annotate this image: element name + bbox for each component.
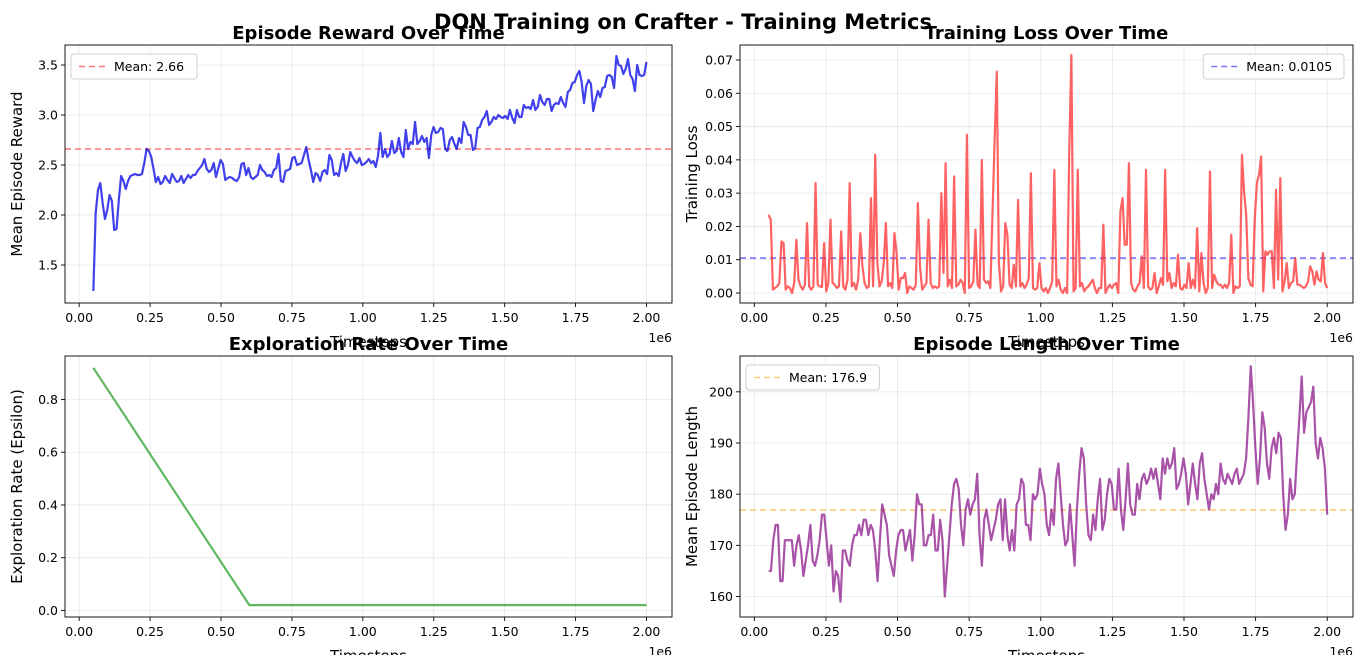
x-tick-label: 0.00: [740, 310, 768, 325]
y-tick-label: 3.5: [38, 58, 58, 73]
legend-box: [70, 53, 198, 80]
legend-label: Mean: 176.9: [789, 370, 867, 385]
y-tick-label: 0.2: [38, 550, 58, 565]
y-axis-label: Training Loss: [683, 125, 701, 223]
legend-box: [1202, 53, 1345, 80]
y-tick-label: 0.00: [705, 286, 733, 301]
x-tick-label: 1.50: [1170, 310, 1198, 325]
x-tick-label: 0.50: [207, 310, 235, 325]
x-tick-label: 0.75: [278, 624, 306, 639]
axes-frame: [739, 44, 1354, 304]
chart-title: Episode Reward Over Time: [232, 23, 504, 44]
axes-frame: [64, 44, 673, 304]
x-tick-label: 1.75: [1242, 624, 1270, 639]
x-axis-label: Timesteps: [329, 647, 407, 655]
series-line: [92, 367, 647, 607]
y-tick-label: 1.5: [38, 258, 58, 273]
y-tick-label: 0.8: [38, 392, 58, 407]
series-line: [768, 365, 1329, 603]
x-tick-label: 1.50: [1170, 624, 1198, 639]
series-line: [92, 54, 648, 292]
x-tick-label: 0.25: [812, 310, 840, 325]
x-tick-label: 1.00: [349, 624, 377, 639]
x-tick-label: 0.50: [207, 624, 235, 639]
x-tick-label: 2.00: [633, 624, 661, 639]
y-tick-label: 0.03: [705, 186, 733, 201]
x-tick-label: 0.00: [65, 624, 93, 639]
y-tick-label: 180: [709, 487, 733, 502]
x-axis-label: Timesteps: [1007, 333, 1085, 351]
chart-title: Episode Length Over Time: [913, 334, 1180, 355]
loss-chart-panel: 0.00 0.25 0.50 0.75 1.00 1.25 1.50 1.75 2.00 0.00…: [683, 23, 1354, 351]
legend-label: Mean: 2.66: [114, 59, 184, 74]
y-tick-label: 0.4: [38, 497, 58, 512]
axes-frame: [64, 355, 673, 618]
y-axis-label: Mean Episode Reward: [8, 91, 26, 256]
x-axis-multiplier: 1e6: [648, 644, 672, 655]
y-tick-label: 0.0: [38, 603, 58, 618]
y-tick-label: 160: [709, 589, 733, 604]
x-tick-label: 0.25: [136, 310, 164, 325]
x-tick-label: 1.00: [1027, 624, 1055, 639]
x-axis-label: Timesteps: [329, 333, 407, 351]
y-axis-label: Mean Episode Length: [683, 406, 701, 567]
x-tick-label: 2.00: [1313, 624, 1341, 639]
y-tick-label: 0.6: [38, 445, 58, 460]
x-tick-label: 1.50: [491, 310, 519, 325]
y-tick-label: 2.0: [38, 208, 58, 223]
y-tick-label: 3.0: [38, 108, 58, 123]
x-tick-label: 0.25: [812, 624, 840, 639]
x-tick-label: 0.75: [955, 310, 983, 325]
legend: Mean: 2.66: [70, 53, 198, 80]
x-axis-multiplier: 1e6: [1329, 330, 1353, 345]
y-tick-label: 0.04: [705, 152, 733, 167]
x-tick-label: 2.00: [1313, 310, 1341, 325]
y-tick-label: 170: [709, 538, 733, 553]
x-axis-multiplier: 1e6: [648, 330, 672, 345]
x-tick-label: 1.25: [1098, 624, 1126, 639]
x-tick-label: 1.25: [1098, 310, 1126, 325]
length-chart-panel: 0.00 0.25 0.50 0.75 1.00 1.25 1.50 1.75 2.00 160 1…: [683, 334, 1354, 655]
y-tick-label: 200: [709, 384, 733, 399]
x-tick-label: 0.75: [278, 310, 306, 325]
x-tick-label: 1.00: [1027, 310, 1055, 325]
x-tick-label: 1.25: [420, 310, 448, 325]
x-axis-multiplier: 1e6: [1329, 644, 1353, 655]
y-axis-label: Exploration Rate (Epsilon): [8, 389, 26, 584]
y-tick-label: 0.01: [705, 252, 733, 267]
y-tick-label: 0.05: [705, 119, 733, 134]
figure-suptitle: DQN Training on Crafter - Training Metri…: [434, 10, 932, 34]
y-tick-label: 0.06: [705, 86, 733, 101]
x-tick-label: 0.00: [740, 624, 768, 639]
x-tick-label: 1.75: [562, 310, 590, 325]
x-tick-label: 0.75: [955, 624, 983, 639]
x-tick-label: 0.25: [136, 624, 164, 639]
legend-label: Mean: 0.0105: [1246, 59, 1332, 74]
x-tick-label: 0.00: [65, 310, 93, 325]
legend: Mean: 0.0105: [1202, 53, 1345, 80]
x-axis-label: Timesteps: [1007, 647, 1085, 655]
y-tick-label: 0.02: [705, 219, 733, 234]
x-tick-label: 1.00: [349, 310, 377, 325]
axes-frame: [739, 355, 1354, 618]
legend: Mean: 176.9: [745, 364, 880, 391]
x-tick-label: 1.75: [1242, 310, 1270, 325]
y-tick-label: 2.5: [38, 158, 58, 173]
x-tick-label: 0.50: [884, 624, 912, 639]
x-tick-label: 1.25: [420, 624, 448, 639]
y-tick-label: 0.07: [705, 52, 733, 67]
y-tick-label: 190: [709, 436, 733, 451]
x-tick-label: 1.75: [562, 624, 590, 639]
x-tick-label: 2.00: [633, 310, 661, 325]
legend-box: [745, 364, 880, 391]
x-tick-label: 1.50: [491, 624, 519, 639]
epsilon-chart-panel: 0.00 0.25 0.50 0.75 1.00 1.25 1.50 1.75 2.00 0.0 0…: [8, 334, 673, 655]
series-line: [767, 53, 1329, 295]
chart-title: Exploration Rate Over Time: [229, 334, 508, 355]
x-tick-label: 0.50: [884, 310, 912, 325]
chart-title: Training Loss Over Time: [925, 23, 1169, 44]
reward-chart-panel: 0.00 0.25 0.50 0.75 1.00 1.25 1.50 1.75 2.00 1.5 2…: [8, 23, 673, 351]
